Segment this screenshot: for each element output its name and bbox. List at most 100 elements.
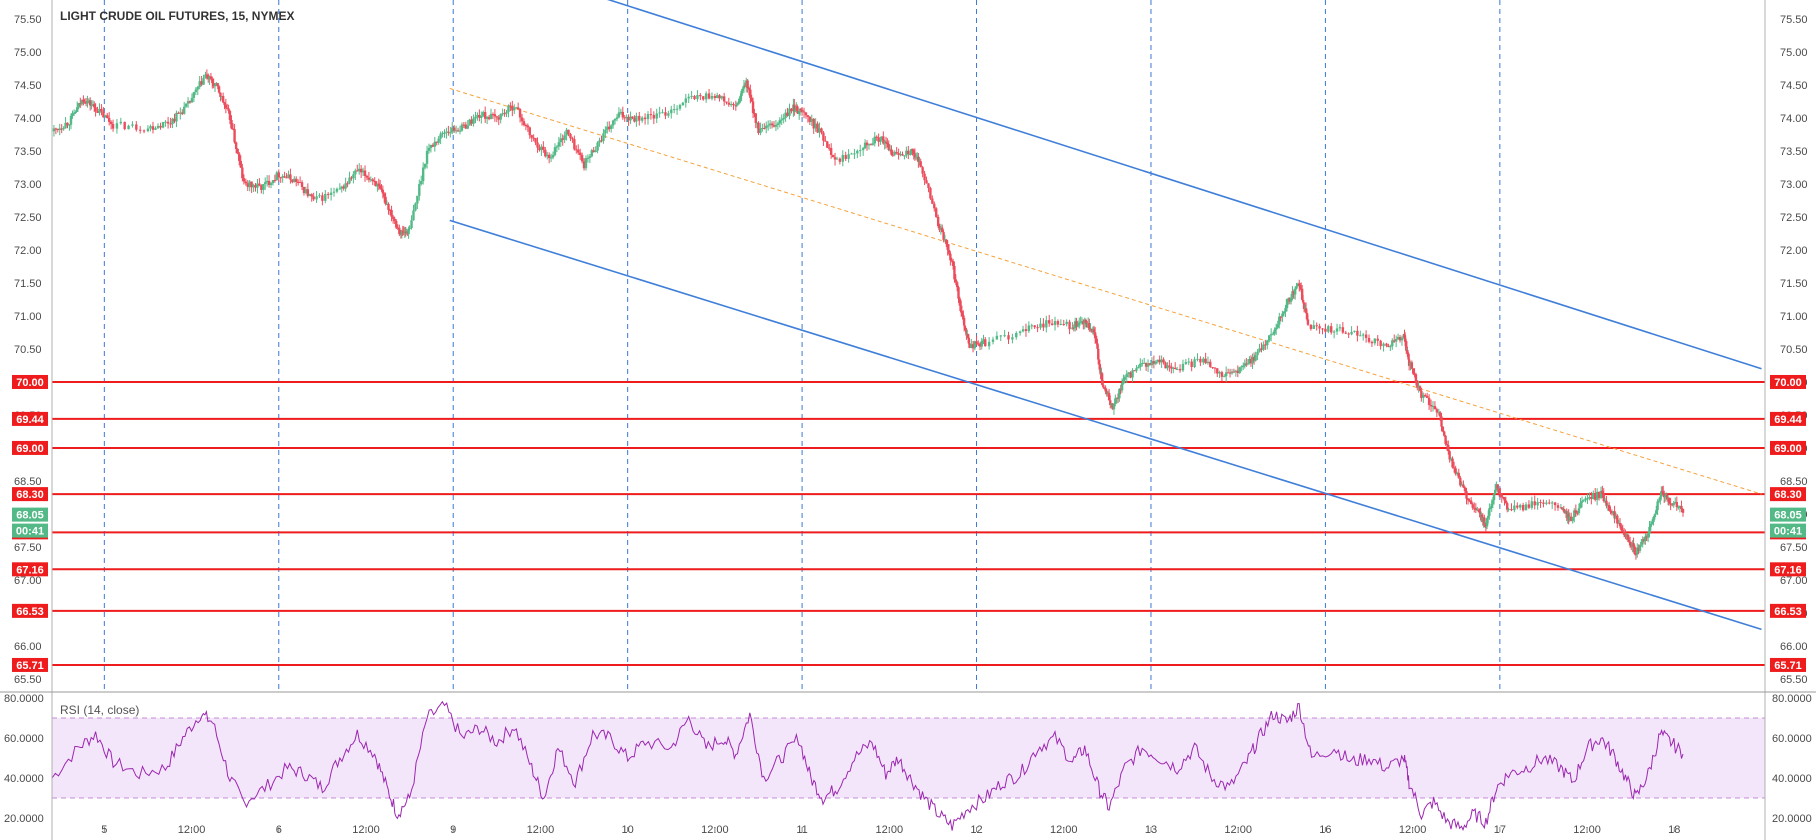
candle-body — [281, 176, 284, 178]
candle-body — [1681, 509, 1685, 513]
candle-body — [350, 177, 353, 179]
candle-body — [652, 114, 656, 119]
candle-body — [1162, 359, 1165, 363]
candle-body — [1027, 325, 1031, 332]
candle-body — [1462, 484, 1465, 488]
candle-body — [1220, 372, 1224, 377]
level-badge-left-bg — [12, 440, 48, 455]
candle-body — [186, 101, 190, 104]
candle-body — [1364, 334, 1368, 338]
candle-body — [1379, 340, 1382, 347]
candle-body — [507, 105, 510, 113]
candle-body — [1291, 291, 1294, 298]
candle-body — [513, 107, 516, 111]
level-badge-left-bg — [12, 562, 48, 577]
candle-body — [853, 153, 856, 155]
candle-body — [710, 96, 714, 99]
candle-body — [464, 124, 468, 129]
candle-body — [100, 108, 103, 112]
candle-body — [1082, 321, 1085, 325]
candle-body — [466, 125, 469, 129]
candle-body — [238, 153, 241, 161]
candle-body — [295, 178, 298, 182]
candle-body — [1175, 368, 1179, 370]
candle-body — [1457, 472, 1460, 478]
candle-body — [649, 114, 653, 116]
candle-body — [265, 180, 269, 183]
candle-body — [234, 142, 238, 149]
candle-body — [602, 133, 605, 141]
candle-body — [818, 128, 821, 133]
chart-title: LIGHT CRUDE OIL FUTURES, 15, NYMEX — [60, 9, 294, 23]
candle-body — [227, 108, 230, 111]
candle-body — [211, 78, 214, 84]
candle-body — [1309, 324, 1313, 329]
rsi-pane: 80.0000 80.0000 60.0000 60.0000 40.0000 40.00… — [4, 693, 1812, 832]
candle-body — [768, 123, 772, 126]
candle-body — [1146, 363, 1150, 367]
candle-body — [1574, 510, 1578, 513]
candle-body — [1119, 389, 1122, 391]
candle-body — [220, 96, 223, 98]
candle-body — [1499, 493, 1502, 495]
candle-body — [1524, 504, 1528, 511]
candle-body — [1650, 521, 1654, 525]
candle-body — [1190, 361, 1193, 368]
candle-body — [429, 144, 433, 148]
candle-body — [192, 92, 196, 98]
candle-body — [1403, 337, 1407, 341]
candle-body — [1274, 327, 1278, 330]
y-tick-label-right: 71.50 — [1780, 278, 1808, 290]
candle-body — [1228, 372, 1232, 374]
candle-body — [643, 117, 647, 120]
candle-body — [1513, 505, 1516, 511]
candle-body — [1262, 344, 1265, 350]
candle-body — [751, 101, 755, 113]
candle-body — [373, 180, 376, 182]
level-badge-left: 69.44 — [16, 414, 44, 426]
y-tick-label-left: 71.50 — [14, 278, 42, 290]
candle-body — [1234, 370, 1238, 372]
candle-body — [267, 180, 271, 185]
candle-body — [1389, 346, 1392, 348]
candle-body — [999, 335, 1002, 337]
candle-body — [296, 181, 300, 183]
y-tick-label-right: 72.50 — [1780, 212, 1808, 224]
candle-body — [190, 97, 194, 103]
candle-body — [592, 150, 595, 153]
candle-body — [380, 188, 383, 190]
candle-body — [600, 140, 603, 142]
candle-body — [1202, 358, 1205, 363]
candle-body — [104, 115, 107, 118]
candle-body — [1293, 288, 1297, 295]
candle-body — [66, 122, 69, 126]
candle-body — [1456, 472, 1459, 474]
candle-body — [1011, 337, 1014, 340]
candle-body — [119, 121, 123, 124]
candle-body — [638, 115, 641, 121]
candle-body — [352, 174, 355, 179]
candle-body — [1649, 524, 1653, 527]
candle-body — [1007, 335, 1010, 340]
candle-body — [702, 96, 705, 100]
candle-body — [1236, 370, 1240, 373]
candle-body — [1539, 501, 1542, 503]
candle-body — [1071, 327, 1074, 330]
candle-body — [401, 231, 405, 233]
candle-body — [365, 176, 369, 178]
candle-body — [1420, 390, 1423, 398]
candle-body — [640, 117, 644, 121]
candle-body — [1139, 363, 1142, 367]
candle-body — [1617, 522, 1620, 524]
candle-body — [1424, 395, 1427, 397]
level-badge-right-bg — [1770, 440, 1806, 455]
candle-body — [816, 123, 819, 133]
y-tick-label-left: 74.50 — [14, 80, 42, 92]
candle-body — [1665, 495, 1669, 500]
candle-body — [1527, 504, 1531, 508]
candle-body — [154, 128, 157, 130]
candle-body — [1318, 326, 1321, 329]
candle-body — [224, 104, 228, 108]
candle-body — [503, 113, 506, 115]
candle-body — [1391, 340, 1394, 347]
